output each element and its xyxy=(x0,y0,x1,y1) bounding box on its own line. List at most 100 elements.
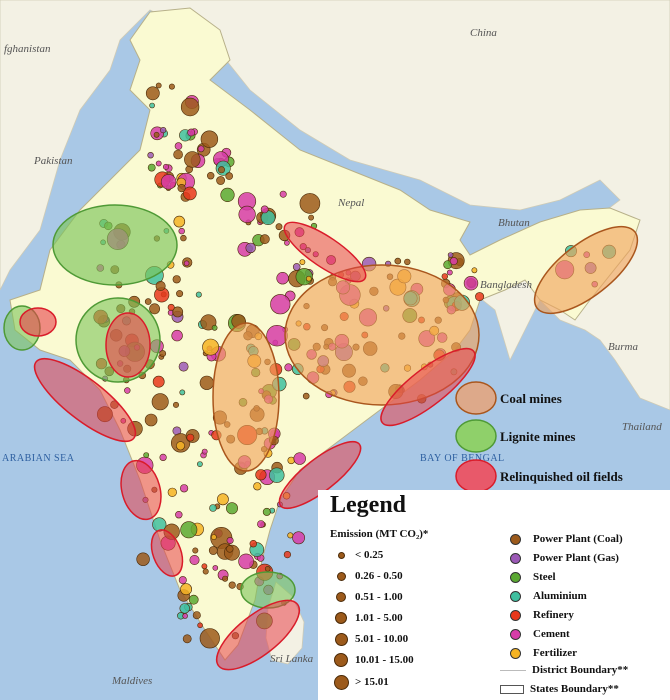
emission-point xyxy=(220,187,235,202)
zone-legend: Coal mines Lignite mines Relinquished oi… xyxy=(455,381,623,493)
states-boundary-label: States Boundary** xyxy=(530,683,619,695)
emission-point xyxy=(446,269,453,276)
emission-point xyxy=(178,576,187,585)
emission-point xyxy=(238,205,256,223)
label-bangladesh: Bangladesh xyxy=(480,279,532,291)
district-boundary-row: District Boundary** xyxy=(500,662,628,678)
emission-point xyxy=(441,273,448,280)
emission-point xyxy=(182,613,188,619)
emission-point xyxy=(249,539,258,548)
emission-point xyxy=(475,292,485,302)
district-boundary-label: District Boundary** xyxy=(532,664,629,676)
type-label: Steel xyxy=(533,571,556,583)
emission-point xyxy=(173,215,186,228)
emission-point xyxy=(183,186,197,201)
emission-point xyxy=(149,303,160,315)
emission-point xyxy=(305,275,312,282)
emission-point xyxy=(269,467,285,483)
emission-point xyxy=(179,389,186,396)
oil-zone xyxy=(283,221,367,283)
emission-point xyxy=(210,534,217,540)
size-dot xyxy=(335,632,348,646)
emission-point xyxy=(179,603,190,614)
emission-point xyxy=(153,131,160,138)
emission-point xyxy=(167,487,177,497)
legend-title: Legend xyxy=(330,492,407,518)
emission-point xyxy=(262,507,271,516)
emission-point xyxy=(144,413,158,427)
emission-point xyxy=(144,298,152,305)
emission-point xyxy=(149,102,155,109)
type-row-aluminium: Aluminium xyxy=(510,587,587,605)
emission-point xyxy=(199,375,214,390)
emission-point xyxy=(394,257,402,265)
emission-point xyxy=(245,242,256,254)
emission-point xyxy=(195,291,202,298)
emission-point xyxy=(270,294,291,315)
emission-point xyxy=(471,267,478,274)
emission-point xyxy=(449,257,458,266)
lignite-mines-swatch xyxy=(455,419,497,453)
emission-point xyxy=(216,176,225,185)
size-label: 0.51 - 1.00 xyxy=(355,591,403,603)
coal-mines-label: Coal mines xyxy=(500,391,562,406)
size-row: > 15.01 xyxy=(334,672,389,692)
oil-zone xyxy=(120,459,162,521)
emission-point xyxy=(143,452,150,458)
emission-point xyxy=(207,172,215,180)
label-pakistan: Pakistan xyxy=(33,155,73,167)
size-dot xyxy=(336,592,346,602)
emission-point xyxy=(292,263,301,271)
emission-point xyxy=(151,393,169,411)
emission-point xyxy=(176,441,186,451)
emission-point xyxy=(147,152,154,159)
emission-point xyxy=(443,260,453,270)
emission-point xyxy=(136,552,150,566)
refinery-icon xyxy=(510,609,521,621)
size-row: 0.26 - 0.50 xyxy=(334,566,403,586)
emission-point xyxy=(226,536,234,544)
label-afghanistan: fghanistan xyxy=(4,43,51,55)
emission-title: Emission (MT CO₂)* xyxy=(330,528,429,540)
district-boundary-line-icon xyxy=(500,669,526,671)
oil-fields-swatch xyxy=(455,459,497,493)
size-dot xyxy=(337,571,346,581)
cement-icon xyxy=(510,628,521,640)
coal-zone xyxy=(533,225,639,315)
emission-point xyxy=(238,553,254,570)
emission-point xyxy=(302,392,310,400)
emission-point xyxy=(172,275,181,284)
label-china: China xyxy=(470,27,497,39)
emission-point xyxy=(159,453,167,462)
aluminium-icon xyxy=(510,590,521,602)
type-label: Fertilizer xyxy=(533,647,577,659)
label-sri-lanka: Sri Lanka xyxy=(270,653,314,665)
emission-point xyxy=(175,511,183,519)
size-dot xyxy=(335,612,347,624)
emission-point xyxy=(200,130,219,148)
emission-point xyxy=(183,260,190,267)
emission-point xyxy=(192,611,201,620)
emission-point xyxy=(279,190,287,198)
coal-mines-swatch xyxy=(455,381,497,415)
emission-point xyxy=(188,594,199,605)
size-row: 5.01 - 10.00 xyxy=(334,629,408,649)
size-dot xyxy=(334,674,349,690)
emission-point xyxy=(124,387,131,394)
size-label: 10.01 - 15.00 xyxy=(355,654,414,666)
lignite-mines-label: Lignite mines xyxy=(500,429,575,444)
emission-point xyxy=(226,502,239,515)
size-dot xyxy=(334,653,348,667)
emission-point xyxy=(167,303,175,311)
oil-fields-label: Relinquished oil fields xyxy=(500,469,623,484)
type-row-cement: Cement xyxy=(510,625,570,643)
emission-point xyxy=(218,166,226,174)
emission-point xyxy=(177,184,186,193)
emission-point xyxy=(180,583,192,596)
emission-point xyxy=(226,545,234,553)
type-label: Power Plant (Gas) xyxy=(533,552,619,564)
legend-panel: Legend Emission (MT CO₂)* < 0.25 0.26 - … xyxy=(318,490,670,700)
emission-point xyxy=(463,276,479,291)
type-row-steel: Steel xyxy=(510,568,556,586)
type-label: Cement xyxy=(533,628,570,640)
